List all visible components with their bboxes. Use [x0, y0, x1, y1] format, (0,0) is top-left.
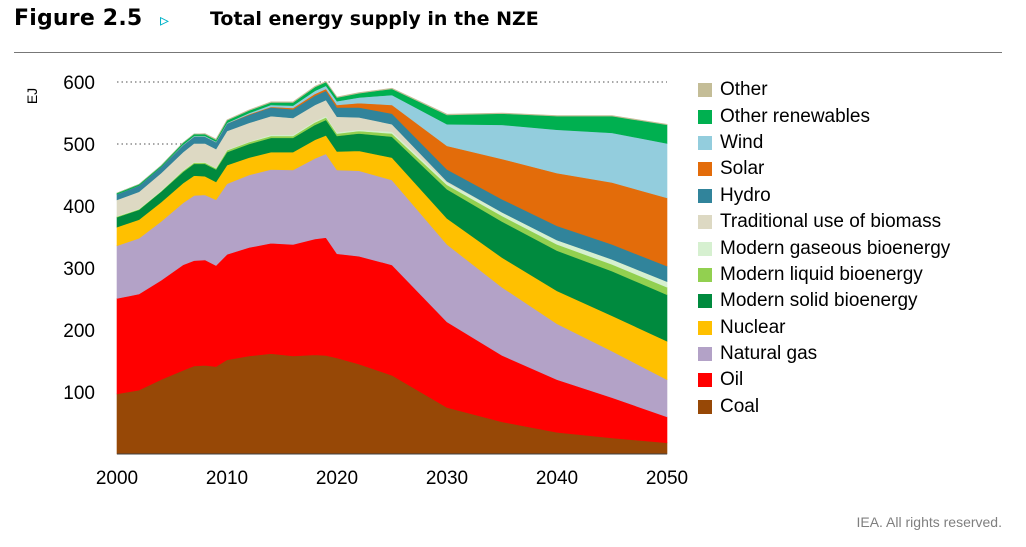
legend-swatch	[698, 83, 712, 98]
legend-label: Modern liquid bioenergy	[720, 263, 923, 285]
x-tick-label-2030: 2030	[426, 468, 468, 489]
legend-label: Traditional use of biomass	[720, 211, 942, 233]
legend-swatch	[698, 135, 712, 150]
legend-swatch	[698, 215, 712, 230]
legend-item-coal: Coal	[698, 394, 950, 420]
x-tick-label-2010: 2010	[206, 468, 248, 489]
legend-swatch	[698, 241, 712, 256]
legend-swatch	[698, 188, 712, 203]
legend-label: Natural gas	[720, 343, 818, 365]
legend-item-modern-gaseous-bioenergy: Modern gaseous bioenergy	[698, 235, 950, 261]
legend-swatch	[698, 294, 712, 309]
chart-legend: Other Other renewables Wind Solar Hydro Tradi…	[698, 77, 950, 420]
legend-swatch	[698, 320, 712, 335]
y-axis-label: EJ	[24, 88, 40, 104]
legend-item-wind: Wind	[698, 130, 950, 156]
play-arrow-icon: ▹	[160, 10, 170, 31]
legend-swatch	[698, 267, 712, 282]
legend-item-other-renewables: Other renewables	[698, 103, 950, 129]
legend-label: Hydro	[720, 184, 771, 206]
legend-label: Nuclear	[720, 316, 786, 338]
legend-swatch	[698, 162, 712, 177]
legend-label: Oil	[720, 369, 744, 391]
legend-item-oil: Oil	[698, 367, 950, 393]
legend-item-nuclear: Nuclear	[698, 315, 950, 341]
legend-label: Modern solid bioenergy	[720, 290, 918, 312]
y-tick-label-300: 300	[63, 259, 95, 280]
legend-item-traditional-use-of-biomass: Traditional use of biomass	[698, 209, 950, 235]
legend-item-other: Other	[698, 77, 950, 103]
y-tick-label-200: 200	[63, 321, 95, 342]
legend-swatch	[698, 373, 712, 388]
legend-item-hydro: Hydro	[698, 183, 950, 209]
y-tick-label-400: 400	[63, 197, 95, 218]
copyright-credit: IEA. All rights reserved.	[856, 514, 1002, 530]
y-tick-label-100: 100	[63, 383, 95, 404]
legend-label: Solar	[720, 158, 765, 180]
legend-swatch	[698, 399, 712, 414]
x-tick-label-2040: 2040	[536, 468, 578, 489]
x-tick-label-2000: 2000	[96, 468, 138, 489]
header-divider	[14, 52, 1002, 53]
x-tick-label-2020: 2020	[316, 468, 358, 489]
legend-label: Coal	[720, 395, 760, 417]
legend-label: Other renewables	[720, 105, 870, 127]
figure-title: Total energy supply in the NZE	[210, 8, 539, 30]
x-tick-label-2050: 2050	[646, 468, 688, 489]
figure-number: Figure 2.5	[14, 6, 143, 31]
legend-item-natural-gas: Natural gas	[698, 341, 950, 367]
legend-swatch	[698, 347, 712, 362]
legend-label: Modern gaseous bioenergy	[720, 237, 951, 259]
area-series-group	[116, 81, 668, 455]
y-tick-label-500: 500	[63, 135, 95, 156]
figure-header: Figure 2.5 ▹ Total energy supply in the …	[14, 6, 1004, 40]
legend-item-modern-liquid-bioenergy: Modern liquid bioenergy	[698, 262, 950, 288]
y-tick-label-600: 600	[63, 73, 95, 94]
legend-item-solar: Solar	[698, 156, 950, 182]
legend-swatch	[698, 109, 712, 124]
legend-label: Other	[720, 79, 768, 101]
legend-item-modern-solid-bioenergy: Modern solid bioenergy	[698, 288, 950, 314]
area-other	[116, 81, 668, 194]
legend-label: Wind	[720, 131, 764, 153]
